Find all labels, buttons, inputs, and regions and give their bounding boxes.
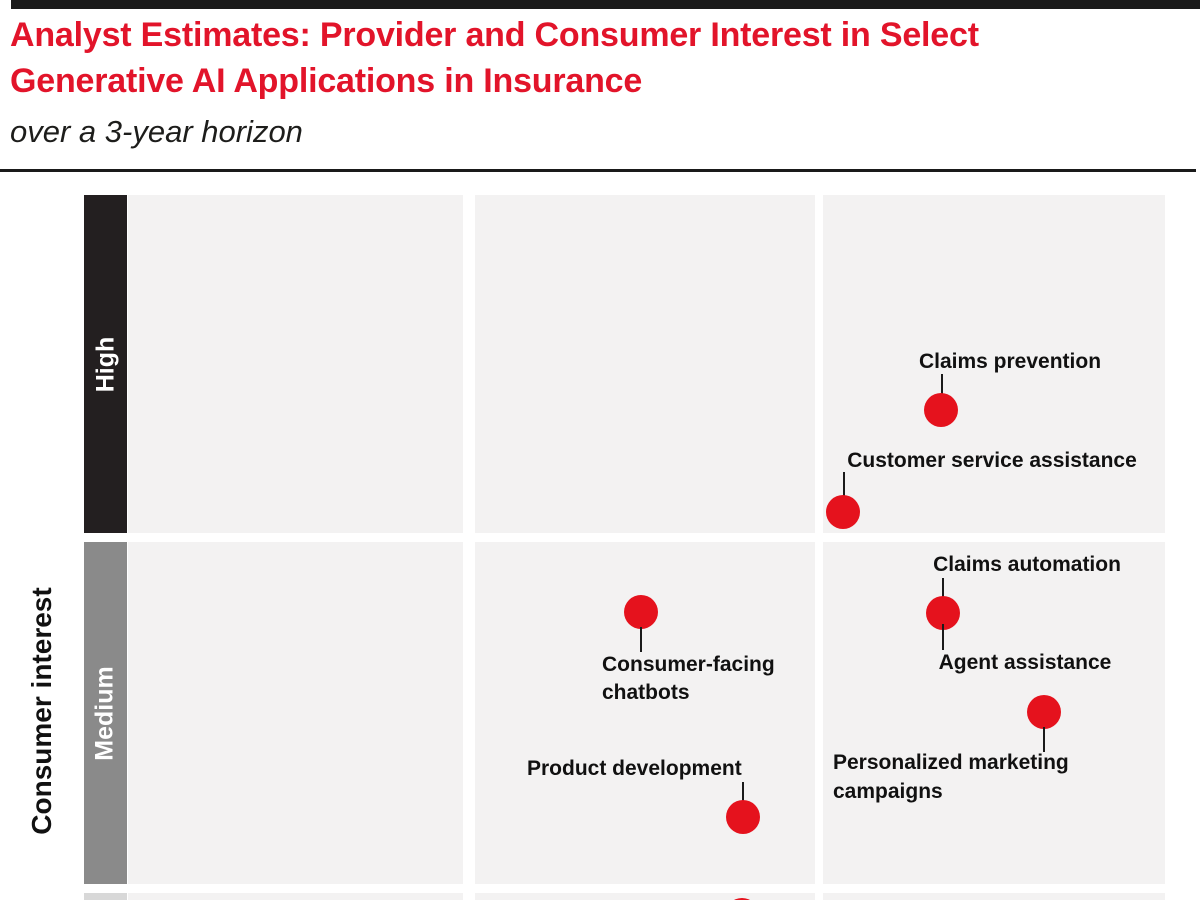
grid-cell-partial-col3: [823, 893, 1165, 900]
grid-cell-high-col3: [823, 195, 1165, 533]
band-bar-high: High: [84, 195, 127, 533]
chart-title: Analyst Estimates: Provider and Consumer…: [10, 12, 1190, 104]
chart-title-line-1: Analyst Estimates: Provider and Consumer…: [10, 16, 979, 54]
grid-cell-medium-col2: [475, 542, 815, 884]
point-label-customer-service-assistance: Customer service assistance: [847, 449, 1137, 472]
dot-consumer-facing-chatbots: [624, 595, 658, 629]
leader-line-product-development: [742, 782, 744, 804]
dot-claims-prevention: [924, 393, 958, 427]
leader-line-customer-service-assistance: [843, 472, 845, 502]
point-label-agent-assistance: Agent assistance: [938, 651, 1112, 674]
grid-cell-medium-col1: [128, 542, 463, 884]
dot-partial-bottom-edge: [725, 898, 759, 900]
leader-line-claims-prevention: [941, 374, 943, 404]
chart-subtitle: over a 3-year horizon: [10, 114, 303, 149]
grid-cell-partial-col2: [475, 893, 815, 900]
point-label-product-development: Product development: [527, 757, 742, 780]
grid-cell-medium-col3: [823, 542, 1165, 884]
dot-personalized-marketing-campaigns: [1027, 695, 1061, 729]
chart-title-line-2: Generative AI Applications in Insurance: [10, 62, 643, 100]
point-label-claims-prevention: Claims prevention: [918, 350, 1102, 373]
leader-line-consumer-facing-chatbots: [640, 627, 642, 652]
band-label-medium: Medium: [91, 665, 120, 761]
band-bar-medium: Medium: [84, 542, 127, 884]
grid-cell-high-col1: [128, 195, 463, 533]
dot-product-development: [726, 800, 760, 834]
y-axis-label: Consumer interest: [26, 587, 57, 835]
leader-line-agent-assistance: [942, 624, 944, 650]
dot-customer-service-assistance: [826, 495, 860, 529]
band-bar-partial: [84, 893, 127, 900]
point-label-consumer-facing-chatbots: Consumer-facing chatbots: [602, 653, 775, 704]
leader-line-personalized-marketing-campaigns: [1043, 727, 1045, 752]
top-accent-bar: [11, 0, 1200, 9]
leader-line-claims-automation: [942, 578, 944, 602]
header-divider-rule: [0, 169, 1196, 172]
grid-cell-high-col2: [475, 195, 815, 533]
point-label-claims-automation: Claims automation: [933, 553, 1121, 576]
point-label-personalized-marketing-campaigns: Personalized marketing campaigns: [833, 751, 1069, 803]
band-label-high: High: [91, 336, 120, 392]
grid-cell-partial-col1: [128, 893, 463, 900]
